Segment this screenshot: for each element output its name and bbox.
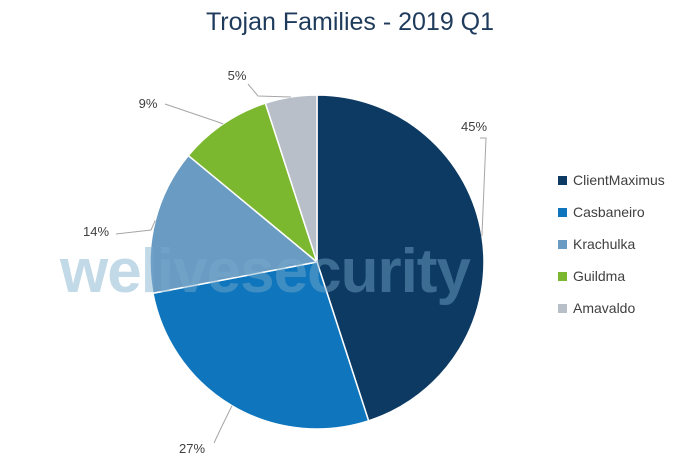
legend-item-krachulka: Krachulka bbox=[558, 228, 665, 260]
pie-slice-guildma bbox=[187, 102, 319, 265]
data-label-amavaldo: 5% bbox=[228, 68, 247, 83]
data-label-casbaneiro: 27% bbox=[179, 441, 205, 456]
pie-labels: 45% 27% 14% 9% 5% bbox=[83, 68, 487, 456]
legend-item-amavaldo: Amavaldo bbox=[558, 292, 665, 324]
pie-slices bbox=[149, 94, 485, 430]
legend: ClientMaximus Casbaneiro Krachulka Guildma A… bbox=[558, 164, 665, 324]
pie-slice-casbaneiro bbox=[152, 261, 370, 430]
data-label-guildma: 9% bbox=[139, 96, 158, 111]
legend-item-guildma: Guildma bbox=[558, 260, 665, 292]
data-label-krachulka: 14% bbox=[83, 224, 109, 239]
leader-line-krachulka bbox=[115, 220, 156, 235]
pie-slice-amavaldo bbox=[264, 94, 318, 263]
legend-item-casbaneiro: Casbaneiro bbox=[558, 196, 665, 228]
legend-swatch bbox=[558, 239, 567, 249]
legend-label: Casbaneiro bbox=[573, 204, 645, 220]
legend-label: Amavaldo bbox=[573, 300, 636, 316]
data-label-clientmaximus: 45% bbox=[461, 119, 487, 134]
legend-swatch bbox=[558, 303, 567, 313]
legend-swatch bbox=[558, 207, 567, 217]
leader-line-guildma bbox=[164, 103, 224, 125]
legend-item-clientmaximus: ClientMaximus bbox=[558, 164, 665, 196]
chart-title: Trojan Families - 2019 Q1 bbox=[205, 8, 495, 36]
leader-line-clientmaximus bbox=[480, 137, 487, 236]
legend-label: ClientMaximus bbox=[573, 172, 665, 188]
legend-label: Guildma bbox=[573, 268, 626, 284]
legend-swatch bbox=[558, 271, 567, 281]
legend-swatch bbox=[558, 175, 567, 185]
legend-label: Krachulka bbox=[573, 236, 636, 252]
leader-line-amavaldo bbox=[247, 83, 291, 98]
leader-line-casbaneiro bbox=[213, 405, 233, 444]
